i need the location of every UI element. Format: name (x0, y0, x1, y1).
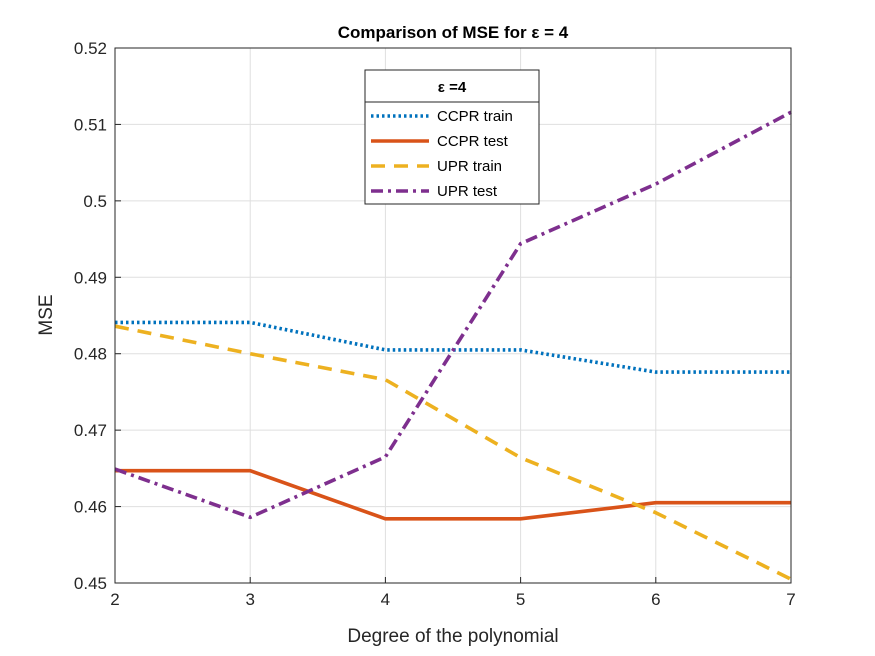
y-axis-label: MSE (36, 294, 57, 335)
x-tick-label: 7 (786, 590, 795, 609)
y-tick-label: 0.51 (74, 115, 107, 134)
y-tick-label: 0.45 (74, 574, 107, 593)
legend-entry-label: UPR train (437, 158, 502, 175)
series-line-upr-train (114, 324, 792, 581)
x-tick-label: 5 (516, 590, 525, 609)
axes-box (114, 47, 792, 584)
x-tick-label: 4 (381, 590, 390, 609)
legend: ε =4 CCPR train CCPR test UPR train UPR test (364, 69, 540, 205)
y-tick-label: 0.52 (74, 39, 107, 58)
x-tick-label: 2 (110, 590, 119, 609)
x-axis-label: Degree of the polynomial (347, 626, 558, 647)
y-tick-label: 0.49 (74, 268, 107, 287)
y-tick-label: 0.5 (83, 192, 107, 211)
y-tick-label: 0.47 (74, 421, 107, 440)
chart-title: Comparison of MSE for ε = 4 (338, 23, 569, 42)
legend-entry-label: UPR test (437, 183, 498, 200)
series-line-ccpr-test (115, 468, 791, 521)
series-line-ccpr-train (115, 320, 791, 374)
legend-entry-label: CCPR train (437, 108, 513, 125)
x-tick-label: 3 (245, 590, 254, 609)
series-line-upr-test (114, 110, 792, 520)
legend-title: ε =4 (438, 79, 467, 96)
y-tick-label: 0.46 (74, 498, 107, 517)
y-tick-label: 0.48 (74, 345, 107, 364)
x-tick-label: 6 (651, 590, 660, 609)
legend-entry-label: CCPR test (437, 133, 509, 150)
legend-box (364, 69, 540, 205)
